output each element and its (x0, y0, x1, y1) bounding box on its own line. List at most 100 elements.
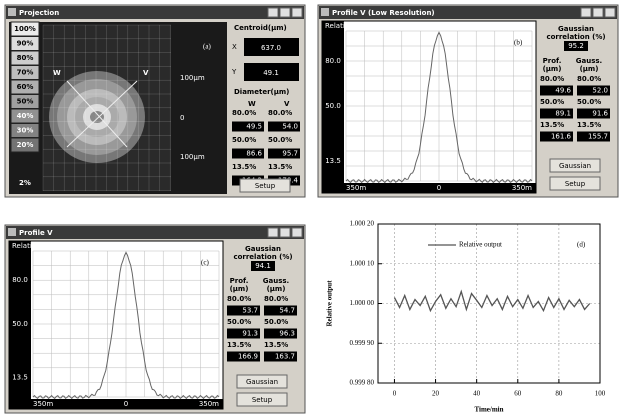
data-line (394, 292, 589, 311)
corr-title: correlation (%) (546, 33, 605, 41)
window-button[interactable] (292, 8, 302, 17)
value: 91.6 (592, 110, 608, 118)
row-label: 13.5% (540, 121, 564, 129)
button-label: Gaussian (559, 162, 591, 170)
x-tick-label: 0 (437, 184, 441, 192)
column-header: Gauss. (576, 57, 602, 65)
button-label: Setup (565, 180, 586, 188)
column-header: V (284, 100, 290, 108)
row-label: 50.0% (227, 318, 251, 326)
scale-label: 100% (14, 25, 36, 33)
y-tick-label: 1.000 00 (350, 299, 375, 307)
side-label: 100μm (180, 153, 205, 161)
corr-title: Gaussian (245, 245, 281, 253)
scale-label: 70% (17, 69, 34, 77)
y-tick-label: 1.000 20 (350, 220, 375, 228)
row-label: 13.5% (264, 341, 288, 349)
x-tick-label: 20 (432, 390, 440, 398)
x-tick-label: 80 (555, 390, 563, 398)
coord-value: 637.0 (261, 44, 281, 52)
value: 49.5 (246, 123, 262, 131)
side-label: 100μm (180, 74, 205, 82)
panel-label: (b) (514, 39, 523, 47)
side-label: 0 (180, 114, 184, 122)
x-axis-label: Time/min (474, 406, 503, 414)
column-header: (μm) (267, 285, 286, 293)
window-button[interactable] (292, 228, 302, 237)
figure: Projection100%90%80%70%60%50%40%30%20%2%… (0, 0, 625, 420)
corr-title: Gaussian (558, 25, 594, 33)
value: 53.7 (242, 307, 258, 315)
row-label: 13.5% (227, 341, 251, 349)
y-tick-label: 0.999 90 (350, 339, 375, 347)
row-label: 13.5% (268, 163, 292, 171)
window-icon (8, 228, 16, 236)
window-title: Projection (19, 9, 59, 17)
value: 54.7 (279, 307, 295, 315)
window-button[interactable] (593, 8, 603, 17)
x-tick-label: 350m (199, 400, 219, 408)
axis-label: V (143, 69, 149, 77)
beam-contour (90, 111, 104, 123)
corr-value: 95.2 (568, 42, 584, 50)
row-label: 13.5% (232, 163, 256, 171)
y-axis-label: Relative output (326, 280, 334, 327)
row-label: 80.0% (227, 295, 251, 303)
window-button[interactable] (280, 228, 290, 237)
window-button[interactable] (268, 8, 278, 17)
section-title: Centroid(μm) (234, 24, 287, 32)
value: 155.7 (588, 133, 608, 141)
coord-label: X (232, 43, 237, 51)
corr-value: 94.1 (255, 262, 271, 270)
panel-label: (c) (201, 259, 209, 267)
y-tick-label: 80.0 (12, 276, 28, 284)
button-label: Setup (252, 396, 273, 404)
column-header: W (248, 100, 256, 108)
x-tick-label: 100 (595, 390, 606, 398)
scale-label: 20% (17, 141, 34, 149)
row-label: 50.0% (540, 98, 564, 106)
panel-label: (a) (203, 43, 211, 51)
scale-label: 2% (19, 179, 31, 187)
corr-title: correlation (%) (233, 253, 292, 261)
column-header: (μm) (543, 65, 562, 73)
y-tick-label: 80.0 (325, 57, 341, 65)
x-tick-label: 0 (393, 390, 397, 398)
panel-label: (d) (577, 241, 586, 249)
scale-label: 90% (17, 40, 34, 48)
row-label: 80.0% (232, 109, 256, 117)
row-label: 50.0% (577, 98, 601, 106)
y-tick-label: 50.0 (325, 102, 341, 110)
window-button[interactable] (605, 8, 615, 17)
scale-label: 30% (17, 127, 34, 135)
coord-value: 49.1 (263, 69, 279, 77)
window-icon (321, 8, 329, 16)
coord-label: Y (231, 68, 237, 76)
window-button[interactable] (268, 228, 278, 237)
plot-frame (322, 21, 536, 193)
value: 86.6 (246, 150, 262, 158)
axis-title: Relative Intensity % (12, 242, 82, 250)
row-label: 80.0% (577, 75, 601, 83)
x-tick-label: 350m (346, 184, 366, 192)
y-tick-label: 13.5 (325, 157, 341, 165)
button-label: Setup (255, 182, 276, 190)
window-button[interactable] (581, 8, 591, 17)
value: 54.0 (282, 123, 298, 131)
column-header: Prof. (543, 57, 562, 65)
value: 91.3 (242, 330, 258, 338)
window-icon (8, 8, 16, 16)
button-label: Gaussian (246, 378, 278, 386)
section-title: Diameter(μm) (234, 88, 289, 96)
column-header: Prof. (230, 277, 249, 285)
value: 161.6 (551, 133, 572, 141)
row-label: 50.0% (232, 136, 256, 144)
window-button[interactable] (280, 8, 290, 17)
x-tick-label: 60 (514, 390, 522, 398)
value: 49.6 (555, 87, 571, 95)
scale-label: 80% (17, 54, 34, 62)
column-header: Gauss. (263, 277, 289, 285)
y-tick-label: 0.999 80 (350, 379, 375, 387)
x-tick-label: 0 (124, 400, 128, 408)
legend-label: Relative output (459, 241, 502, 249)
